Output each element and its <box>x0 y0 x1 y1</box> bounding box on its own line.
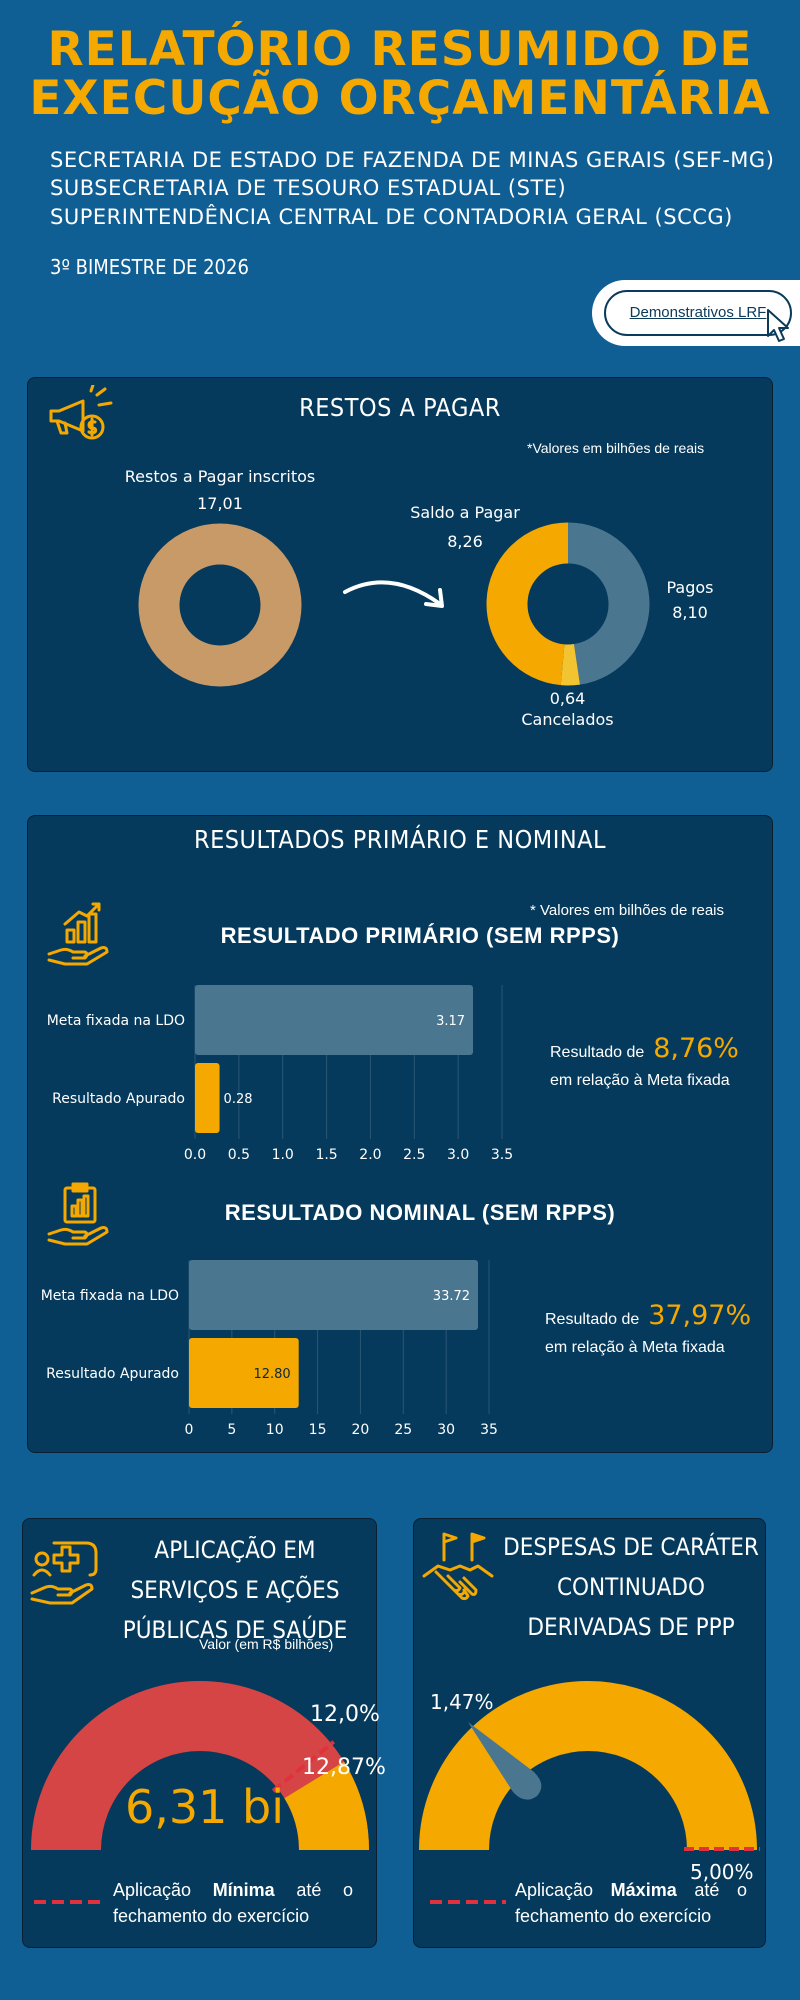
demonstrativos-lrf-link[interactable]: Demonstrativos LRF <box>604 290 792 336</box>
meta-bar <box>195 985 474 1055</box>
execucao-donut <box>486 522 650 686</box>
x-tick-label: 3.0 <box>447 1147 469 1163</box>
saude-title: APLICAÇÃO EM SERVIÇOS E AÇÕES PÚBLICAS D… <box>122 1536 348 1644</box>
handshake-flags-icon <box>422 1532 494 1601</box>
ppp-title: DESPESAS DE CARÁTER CONTINUADO DERIVADAS… <box>503 1533 759 1641</box>
x-tick-label: 2.0 <box>359 1147 381 1163</box>
resultado-bar <box>195 1063 220 1133</box>
nominal-res-prefix: Resultado de <box>545 1311 640 1328</box>
bar-value-label: 12.80 <box>253 1367 290 1382</box>
saude-pct-actual: 12,87% <box>302 1755 386 1780</box>
bar-value-label: 3.17 <box>436 1014 465 1029</box>
bar-value-label: 33.72 <box>433 1289 470 1304</box>
saude-legend-pre: Aplicação <box>113 1880 213 1900</box>
saude-legend-bold: Mínima <box>212 1880 275 1900</box>
x-tick-label: 0.0 <box>184 1147 206 1163</box>
x-tick-label: 3.5 <box>491 1147 513 1163</box>
ppp-legend-pre: Aplicação <box>515 1880 611 1900</box>
ppp-legend-post: até o fechamento do exercício <box>515 1880 747 1926</box>
category-label: Meta fixada na LDO <box>47 1013 185 1029</box>
ppp-pct-max: 5,00% <box>690 1860 754 1884</box>
bar-value-label: 0.28 <box>224 1092 253 1107</box>
restos-values-note: *Valores em bilhões de reais <box>527 440 705 456</box>
maximum-dashed-legend <box>430 1900 506 1904</box>
ppp-legend-bold: Máxima <box>610 1880 677 1900</box>
x-tick-label: 30 <box>437 1422 455 1438</box>
x-tick-label: 2.5 <box>403 1147 425 1163</box>
minimum-dashed-legend <box>34 1900 100 1904</box>
x-tick-label: 0.5 <box>228 1147 250 1163</box>
primario-res-prefix: Resultado de <box>550 1044 645 1061</box>
donut-slice-cancelados <box>560 643 581 686</box>
title-line-2: EXECUÇÃO ORÇAMENTÁRIA <box>29 71 771 126</box>
saude-gauge <box>31 1681 369 1852</box>
resultados-panel <box>27 815 773 1453</box>
donut-slice-saldo <box>486 522 569 686</box>
primario-bar-chart: 0.0 0.5 1.0 1.5 2.0 2.5 3.0 3.5 Meta fixada na L… <box>47 985 513 1163</box>
minimum-marker-line <box>271 1740 336 1793</box>
title-line-1: RELATÓRIO RESUMIDO DE <box>47 22 753 77</box>
primario-result-box: Resultado de 8,76% em relação à Meta fix… <box>550 1035 746 1095</box>
saude-legend-post: até o fechamento do exercício <box>113 1880 353 1926</box>
x-tick-label: 5 <box>227 1422 236 1438</box>
category-label: Meta fixada na LDO <box>41 1288 179 1304</box>
x-tick-label: 15 <box>309 1422 327 1438</box>
category-label: Resultado Apurado <box>52 1091 185 1107</box>
resultados-values-note: * Valores em bilhões de reais <box>530 902 724 919</box>
x-tick-label: 20 <box>352 1422 370 1438</box>
period-label: 3º BIMESTRE DE 2026 <box>50 255 249 279</box>
health-care-hand-icon <box>30 1541 98 1605</box>
subtitle-sef: SECRETARIA DE ESTADO DE FAZENDA DE MINAS… <box>50 148 775 172</box>
resultado-bar <box>189 1338 299 1408</box>
nominal-pct: 37,97% <box>648 1300 752 1331</box>
inscritos-value: 17,01 <box>197 494 243 513</box>
gauge-arc-yellow <box>283 1761 369 1852</box>
subtitle-sccg: SUPERINTENDÊNCIA CENTRAL DE CONTADORIA G… <box>50 205 733 229</box>
cursor-pointer-icon <box>767 309 789 342</box>
saude-pct-min: 12,0% <box>310 1702 380 1727</box>
saude-legend-text: Aplicação Mínima até o fechamento do exe… <box>113 1877 353 1929</box>
pagos-label: Pagos <box>666 578 714 597</box>
nominal-chart-title: RESULTADO NOMINAL (SEM RPPS) <box>224 1200 616 1225</box>
cancelados-label: Cancelados <box>521 710 614 729</box>
nominal-res-suffix: em relação à Meta fixada <box>545 1339 725 1356</box>
pagos-value: 8,10 <box>672 603 708 622</box>
growth-chart-hand-icon <box>47 902 109 966</box>
ppp-gauge <box>419 1681 760 1851</box>
lrf-link-container: Demonstrativos LRF <box>592 280 800 346</box>
primario-pct: 8,76% <box>653 1033 739 1064</box>
resultados-title: RESULTADOS PRIMÁRIO E NOMINAL <box>193 825 607 854</box>
nominal-bar-chart: 0 5 10 15 20 25 30 35 Meta fixada na LDO 33.72 Res… <box>41 1260 498 1438</box>
ppp-pct-actual: 1,47% <box>430 1690 494 1714</box>
arrow-right-icon <box>343 580 444 608</box>
cancelados-value: 0,64 <box>549 689 586 708</box>
restos-a-pagar-title: RESTOS A PAGAR <box>299 393 501 422</box>
x-tick-label: 0 <box>185 1422 194 1438</box>
report-clipboard-hand-icon <box>47 1182 109 1246</box>
megaphone-money-icon <box>49 385 113 440</box>
gauge-needle <box>468 1722 542 1800</box>
primario-chart-title: RESULTADO PRIMÁRIO (SEM RPPS) <box>220 923 620 948</box>
donut-slice-pagos <box>567 522 650 685</box>
gauge-arc-yellow <box>419 1681 757 1851</box>
ppp-legend-text: Aplicação Máxima até o fechamento do exe… <box>515 1877 747 1929</box>
inscritos-donut <box>138 523 302 687</box>
inscritos-donut-ring <box>138 523 302 687</box>
subtitle-ste: SUBSECRETARIA DE TESOURO ESTADUAL (STE) <box>50 176 567 200</box>
saude-values-note: Valor (em R$ bilhões) <box>199 1636 334 1652</box>
meta-bar <box>189 1260 479 1330</box>
saldo-value: 8,26 <box>447 532 483 551</box>
x-tick-label: 1.5 <box>315 1147 337 1163</box>
x-tick-label: 25 <box>394 1422 412 1438</box>
x-tick-label: 1.0 <box>272 1147 294 1163</box>
saldo-label: Saldo a Pagar <box>410 503 520 522</box>
x-tick-label: 35 <box>480 1422 498 1438</box>
nominal-result-box: Resultado de 37,97% em relação à Meta fi… <box>545 1302 755 1362</box>
x-tick-label: 10 <box>266 1422 284 1438</box>
primario-res-suffix: em relação à Meta fixada <box>550 1072 730 1089</box>
inscritos-label: Restos a Pagar inscritos <box>124 467 316 486</box>
saude-value: 6,31 bi <box>125 1780 285 1834</box>
category-label: Resultado Apurado <box>46 1366 179 1382</box>
